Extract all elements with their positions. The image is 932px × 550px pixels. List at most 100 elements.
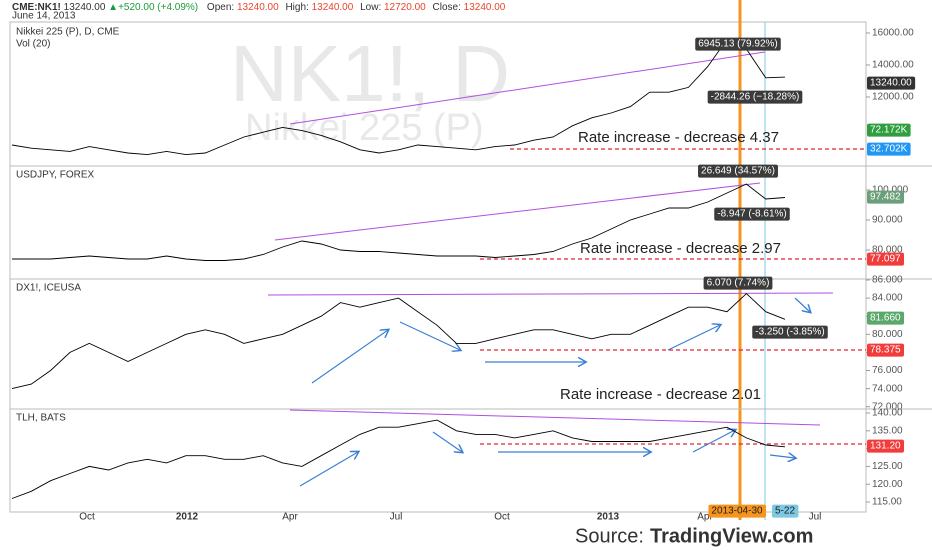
source-site: TradingView.com <box>650 525 813 547</box>
y-tick-label: 86.000 <box>872 275 903 286</box>
close: 13240.00 <box>464 2 506 13</box>
measure-label-box <box>695 37 781 51</box>
price-label-box <box>867 190 905 204</box>
trend-line <box>274 182 761 241</box>
x-axis-label: Apr <box>282 512 298 523</box>
rate-annotation: Rate increase - decrease 2.97 <box>580 240 781 257</box>
price-line <box>11 292 786 390</box>
price-label: 77.097 <box>870 254 901 265</box>
x-axis-label: 2012 <box>176 512 199 523</box>
open-label: Open: <box>207 2 234 13</box>
measure-label: 6.070 (7.74%) <box>707 278 770 289</box>
source-prefix: Source: <box>575 525 644 547</box>
price-line <box>11 38 786 156</box>
measure-label: -2844.26 (−18.28%) <box>711 92 800 103</box>
price-label-box <box>867 252 905 266</box>
watermark-symbol: NK1!, D <box>230 29 510 118</box>
trend-arrow <box>692 430 735 453</box>
cursor-date-box <box>771 504 799 518</box>
price-label-box <box>867 439 905 453</box>
trend-line <box>289 51 766 125</box>
high: 13240.00 <box>312 2 354 13</box>
plot-frame <box>9 21 867 513</box>
trend-line <box>267 292 834 296</box>
trend-arrow <box>399 321 460 350</box>
measure-label: -8.947 (-8.61%) <box>717 209 786 220</box>
high-label: High: <box>285 2 308 13</box>
measure-label-box <box>752 325 828 339</box>
y-tick-label: 16000.00 <box>872 28 914 39</box>
rate-annotation: Rate increase - decrease 4.37 <box>578 129 779 146</box>
price-label: 81.660 <box>870 313 901 324</box>
trend-arrow <box>769 455 795 458</box>
trend-arrow <box>299 452 358 487</box>
x-axis-label: Jul <box>390 512 403 523</box>
y-tick-label: 12000.00 <box>872 92 914 103</box>
y-tick-label: 76.000 <box>872 365 903 376</box>
y-tick-label: 140.00 <box>872 408 903 419</box>
cursor-date-box <box>708 504 767 518</box>
trend-arrow <box>311 330 388 384</box>
cursor-date: 5-22 <box>775 506 795 517</box>
measure-label: 26.649 (34.57%) <box>701 166 775 177</box>
y-tick-label: 135.00 <box>872 425 903 436</box>
measure-label: -3.250 (-3.85%) <box>755 327 824 338</box>
price-label-box <box>867 142 911 156</box>
y-tick-label: 90.000 <box>872 215 903 226</box>
measure-label-box <box>707 90 803 104</box>
y-tick-label: 115.00 <box>872 497 902 508</box>
open: 13240.00 <box>237 2 279 13</box>
pane-title: DX1!, ICEUSA <box>16 283 81 294</box>
cursor-date: 2013-04-30 <box>711 506 763 517</box>
trend-line <box>289 409 821 426</box>
price-line <box>11 419 786 499</box>
price-label: 131.20 <box>870 441 901 452</box>
last: 13240.00 <box>64 2 106 13</box>
price-label: 13240.00 <box>870 78 912 89</box>
measure-label-box <box>714 207 790 221</box>
price-line <box>12 183 786 261</box>
price-label: 32.702K <box>870 144 908 155</box>
price-label-box <box>867 123 911 137</box>
price-label-box <box>867 311 905 325</box>
y-tick-label: 120.00 <box>872 479 903 490</box>
pane-subtitle: Vol (20) <box>16 39 50 50</box>
pane-title: Nikkei 225 (P), D, CME <box>16 27 120 38</box>
x-axis-label: Oct <box>494 512 510 523</box>
header-line: CME:NK1! 13240.00 ▲+520.00 (+4.09%) Open… <box>12 2 506 13</box>
price-label-box <box>867 76 916 90</box>
x-axis-label: Oct <box>79 512 95 523</box>
price-label: 72.172K <box>870 125 908 136</box>
x-axis-label: Jul <box>809 512 822 523</box>
low: 12720.00 <box>384 2 426 13</box>
rate-annotation: Rate increase - decrease 2.01 <box>560 386 761 403</box>
y-tick-label: 100.000 <box>872 185 909 196</box>
header-date: June 14, 2013 <box>12 11 76 22</box>
x-axis-label: Apr <box>697 512 713 523</box>
pane-title: USDJPY, FOREX <box>16 170 94 181</box>
up-arrow: ▲ <box>108 2 118 13</box>
y-tick-label: 125.00 <box>872 461 903 472</box>
measure-label-box <box>703 276 773 290</box>
low-label: Low: <box>360 2 381 13</box>
y-tick-label: 14000.00 <box>872 60 914 71</box>
price-label-box <box>867 343 905 357</box>
symbol: CME:NK1! <box>12 2 61 13</box>
measure-label: 6945.13 (79.92%) <box>698 39 778 50</box>
x-axis-label: 2013 <box>597 512 620 523</box>
trend-arrow <box>432 431 462 452</box>
pane-title: TLH, BATS <box>16 413 66 424</box>
price-label: 97.482 <box>870 192 901 203</box>
price-label: 78.375 <box>870 345 901 356</box>
trend-arrow <box>667 325 720 351</box>
y-tick-label: 80.000 <box>872 329 903 340</box>
trend-arrow <box>794 297 810 312</box>
y-tick-label: 72.000 <box>872 401 903 412</box>
close-label: Close: <box>433 2 461 13</box>
change: +520.00 (+4.09%) <box>118 2 198 13</box>
measure-label-box <box>698 164 778 178</box>
y-tick-label: 74.000 <box>872 383 903 394</box>
y-tick-label: 80.000 <box>872 245 903 256</box>
y-tick-label: 84.000 <box>872 293 903 304</box>
